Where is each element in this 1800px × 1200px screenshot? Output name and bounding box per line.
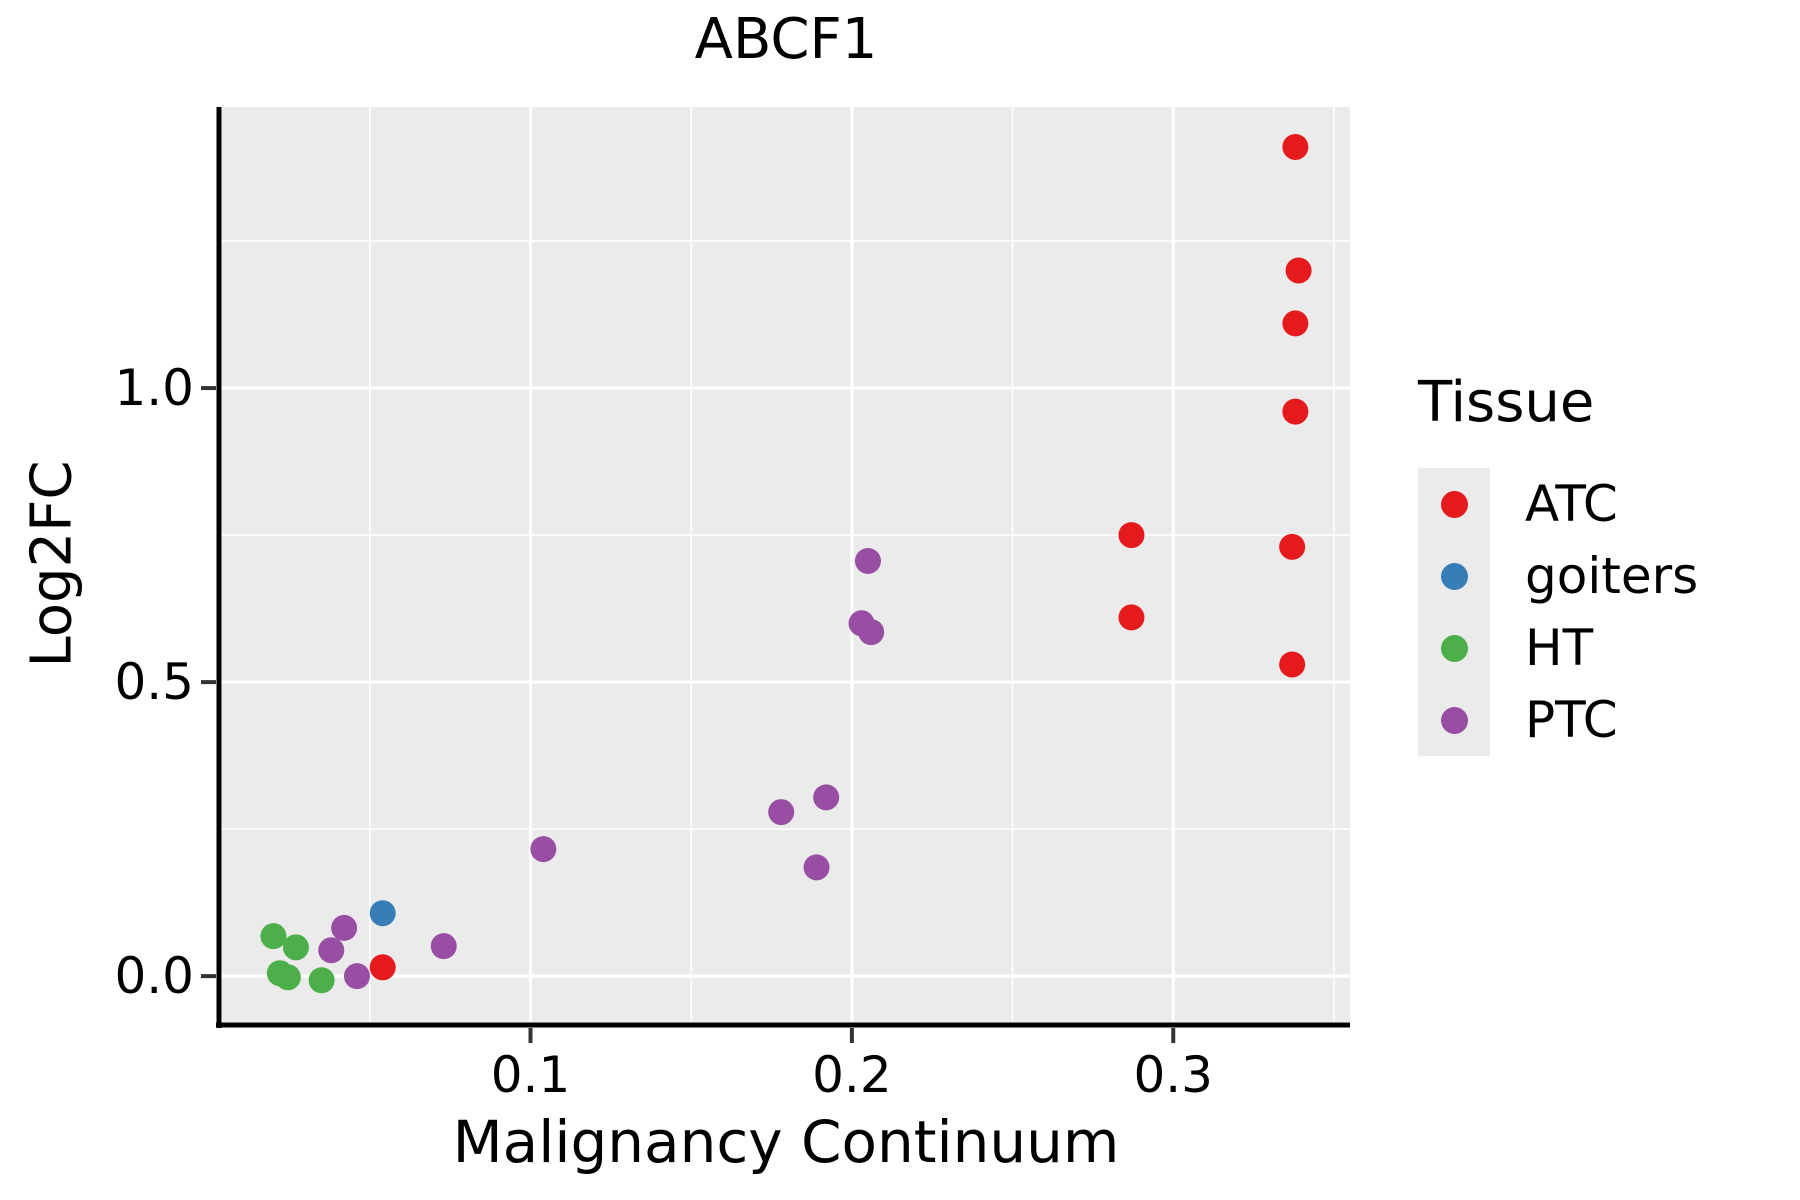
legend: Tissue ATC goiters HT PTC — [1418, 370, 1698, 756]
point-ATC — [1282, 133, 1309, 160]
panel-background — [222, 107, 1350, 1022]
y-tick-label: 1.0 — [114, 359, 194, 417]
point-PTC — [318, 937, 345, 964]
point-ATC — [1118, 522, 1145, 549]
x-tick-label: 0.3 — [1133, 1046, 1213, 1104]
point-PTC — [813, 784, 840, 811]
point-goiters — [369, 900, 396, 927]
y-tick-label: 0.0 — [114, 947, 194, 1005]
point-HT — [308, 967, 335, 994]
point-HT — [274, 964, 301, 991]
legend-key — [1418, 468, 1490, 540]
series-PTC — [318, 547, 885, 990]
legend-marker-icon — [1440, 634, 1468, 662]
legend-entries: ATC goiters HT PTC — [1418, 468, 1698, 756]
legend-label: goiters — [1525, 547, 1699, 605]
point-ATC — [1118, 604, 1145, 631]
legend-label: HT — [1525, 619, 1594, 677]
point-ATC — [1279, 651, 1306, 678]
y-tick-label: 0.5 — [114, 653, 194, 711]
chart-title: ABCF1 — [694, 7, 878, 72]
point-ATC — [1279, 533, 1306, 560]
point-PTC — [430, 933, 457, 960]
x-axis-title: Malignancy Continuum — [452, 1108, 1120, 1176]
legend-entry-ATC: ATC — [1418, 468, 1698, 540]
y-axis-title: Log2FC — [19, 460, 85, 668]
legend-key — [1418, 612, 1490, 684]
point-PTC — [530, 836, 557, 863]
x-tick-label: 0.2 — [812, 1046, 892, 1104]
legend-key — [1418, 540, 1490, 612]
legend-marker-icon — [1440, 706, 1468, 734]
point-PTC — [854, 547, 881, 574]
legend-key — [1418, 684, 1490, 756]
point-PTC — [803, 854, 830, 881]
legend-entry-PTC: PTC — [1418, 684, 1698, 756]
legend-label: ATC — [1525, 475, 1618, 533]
point-ATC — [369, 954, 396, 981]
point-PTC — [848, 610, 875, 637]
series-HT — [260, 923, 335, 994]
point-ATC — [1285, 257, 1312, 284]
point-HT — [282, 934, 309, 961]
point-HT — [260, 923, 287, 950]
legend-marker-icon — [1440, 490, 1468, 518]
x-tick-label: 0.1 — [491, 1046, 571, 1104]
legend-marker-icon — [1440, 562, 1468, 590]
point-PTC — [331, 914, 358, 941]
series-goiters — [369, 900, 396, 927]
legend-entry-HT: HT — [1418, 612, 1698, 684]
legend-label: PTC — [1525, 691, 1618, 749]
legend-entry-goiters: goiters — [1418, 540, 1698, 612]
point-PTC — [343, 963, 370, 990]
point-PTC — [768, 799, 795, 826]
legend-title: Tissue — [1418, 370, 1595, 435]
point-ATC — [1282, 310, 1309, 337]
series-ATC — [369, 133, 1312, 981]
point-ATC — [1282, 398, 1309, 425]
